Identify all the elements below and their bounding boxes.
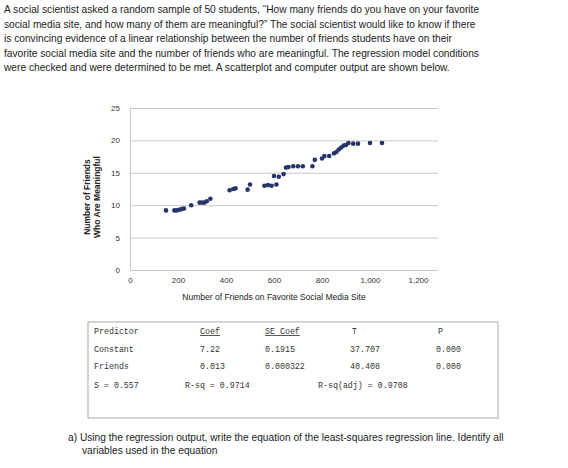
x-tick: 400: [220, 270, 234, 285]
x-tick-label: 400: [220, 276, 234, 285]
table-header: Predictor: [94, 327, 139, 336]
point: [380, 141, 385, 146]
table-summary: S = 0.557: [94, 381, 139, 390]
table-summary: R-sq = 0.9714: [185, 381, 250, 390]
y-axis: 0 5 10 15 20 25: [111, 104, 438, 275]
x-tick-label: 200: [172, 276, 186, 285]
grid-line: [130, 270, 438, 271]
x-axis: 0 200 400 600 800 1,000 1,200: [128, 270, 429, 285]
point: [301, 164, 306, 169]
point: [277, 174, 282, 179]
x-tick-label: 0: [128, 276, 133, 285]
table-header: SE Coef: [265, 327, 300, 336]
point: [286, 165, 291, 170]
x-tick: 0: [128, 270, 133, 285]
question-line: variables used in the equation: [82, 445, 217, 456]
point: [351, 141, 356, 146]
paragraph-line: A social scientist asked a random sample…: [4, 4, 479, 15]
point: [296, 164, 301, 169]
point: [327, 154, 332, 159]
y-tick-label: 20: [111, 136, 120, 145]
x-tick-label: 1,000: [360, 276, 381, 285]
x-axis-title: Number of Friends on Favorite Social Med…: [182, 292, 366, 302]
point: [356, 141, 361, 146]
point: [274, 182, 279, 187]
grid-line: [130, 205, 438, 206]
table-cell: 40.408: [350, 362, 380, 371]
point: [182, 206, 187, 211]
paragraph-line: were checked and were determined to be m…: [3, 62, 450, 73]
grid-line: [130, 140, 438, 141]
table-cell: Constant: [94, 345, 134, 354]
page: A social scientist asked a random sample…: [0, 0, 568, 468]
point: [272, 174, 277, 179]
x-tick: 600: [268, 270, 282, 285]
point: [313, 158, 318, 163]
point: [164, 208, 169, 213]
x-tick-label: 1,200: [408, 276, 429, 285]
point: [291, 164, 296, 169]
y-tick: 25: [111, 104, 438, 113]
table-frame: [88, 322, 498, 418]
x-tick: 800: [316, 270, 330, 285]
paragraph-line: social media site, and how many of them …: [4, 19, 476, 30]
point: [189, 203, 194, 208]
y-tick-label: 0: [116, 266, 121, 275]
y-axis-line: [131, 109, 439, 271]
table-cell: 7.22: [200, 345, 220, 354]
table-summary: R-sq(adj) = 0.9708: [318, 381, 408, 390]
table-cell: 37.707: [350, 345, 380, 354]
point: [269, 183, 274, 188]
y-tick-label: 25: [111, 104, 120, 113]
point: [208, 196, 213, 201]
table-cell: 0.013: [200, 362, 225, 371]
y-tick: 0: [116, 266, 438, 275]
grid-line: [130, 108, 438, 109]
y-tick: 10: [111, 201, 438, 210]
y-tick-label: 15: [111, 169, 120, 178]
point: [322, 154, 327, 159]
table-header: T: [352, 327, 357, 336]
grid-line: [130, 238, 438, 239]
point: [310, 164, 315, 169]
x-tick-label: 800: [316, 276, 330, 285]
question-line: a) Using the regression output, write th…: [68, 432, 503, 443]
table-header: P: [438, 327, 443, 336]
point: [245, 187, 250, 192]
x-tick: 200: [172, 270, 186, 285]
y-tick: 20: [111, 136, 438, 145]
point: [248, 182, 253, 187]
y-tick-label: 10: [111, 201, 120, 210]
paragraph-line: is convincing evidence of a linear relat…: [4, 33, 453, 44]
y-axis-title: Who Are Meaningful: [92, 156, 102, 238]
y-axis-title: Number of Friends: [82, 159, 92, 235]
table-cell: Friends: [94, 362, 129, 371]
x-axis-line: [131, 270, 419, 271]
y-tick: 5: [116, 234, 438, 243]
paragraph-line: favorite social media site and the numbe…: [4, 48, 479, 59]
table-cell: 0.1915: [265, 345, 295, 354]
point: [281, 172, 286, 177]
point: [368, 141, 373, 146]
points: [164, 141, 385, 213]
point: [233, 186, 238, 191]
table-cell: 0.000: [436, 362, 461, 371]
x-tick: 1,200: [408, 270, 429, 285]
x-tick: 1,000: [360, 270, 381, 285]
y-tick: 15: [111, 169, 438, 178]
y-tick-label: 5: [116, 234, 121, 243]
point: [346, 141, 351, 146]
table-cell: 0.000322: [265, 362, 305, 371]
table-cell: 0.000: [436, 345, 461, 354]
table-header: Coef: [200, 327, 220, 336]
x-tick-label: 600: [268, 276, 282, 285]
background: [0, 0, 568, 468]
